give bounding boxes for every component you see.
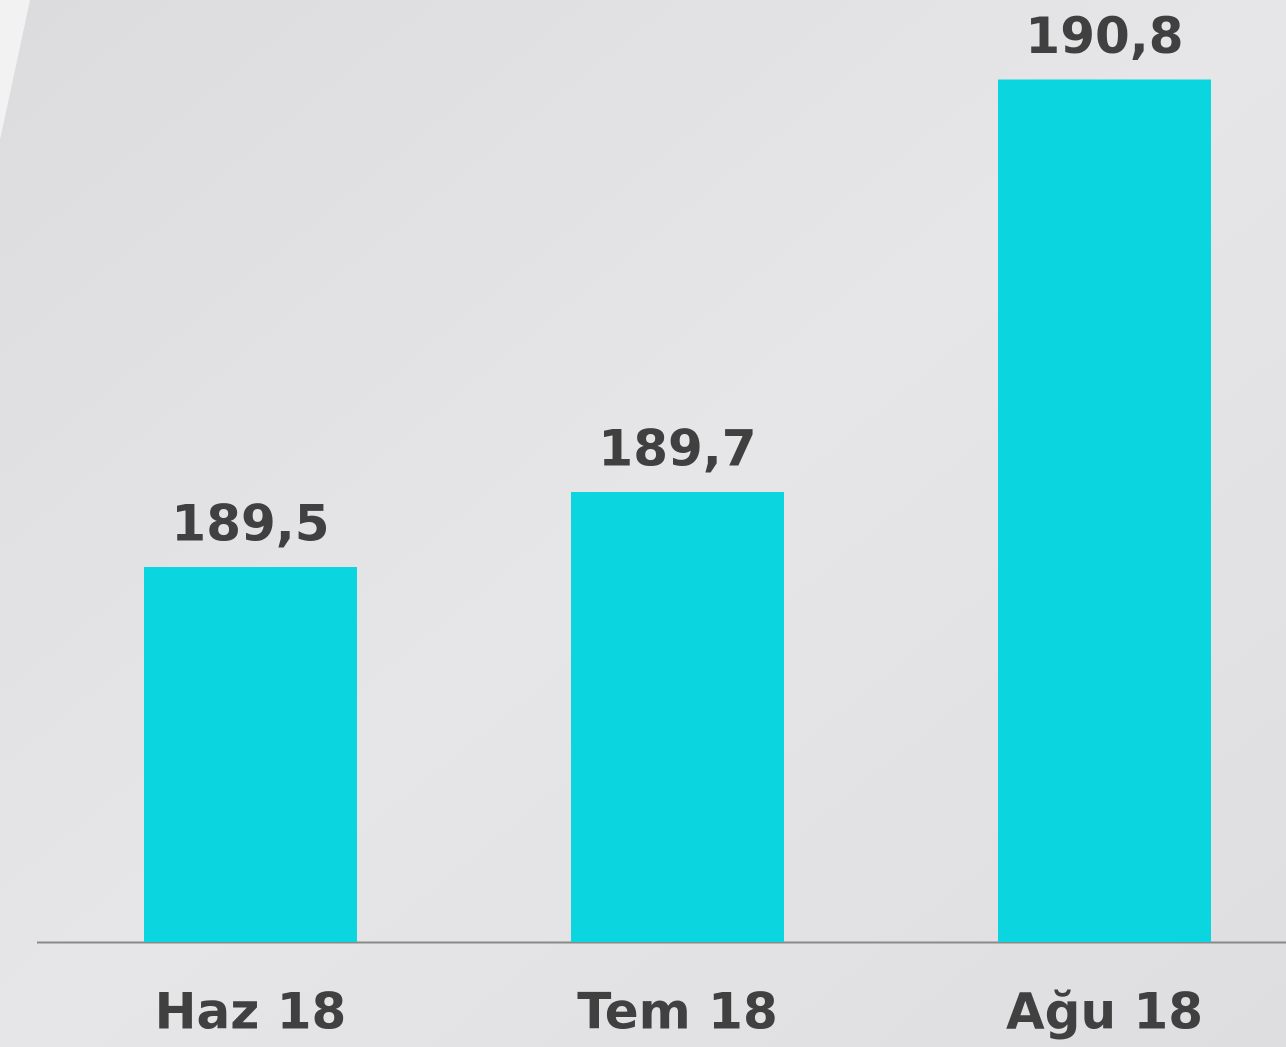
value-label: 189,7	[598, 420, 756, 478]
bar	[998, 79, 1211, 942]
bar	[144, 567, 357, 942]
value-label: 190,8	[1025, 7, 1183, 65]
x-tick-label: Haz 18	[155, 983, 347, 1041]
bar	[571, 492, 784, 942]
value-label: 189,5	[171, 495, 329, 553]
background-shape	[0, 0, 30, 140]
x-tick-label: Tem 18	[577, 983, 777, 1041]
x-tick-label: Ağu 18	[1006, 983, 1203, 1041]
